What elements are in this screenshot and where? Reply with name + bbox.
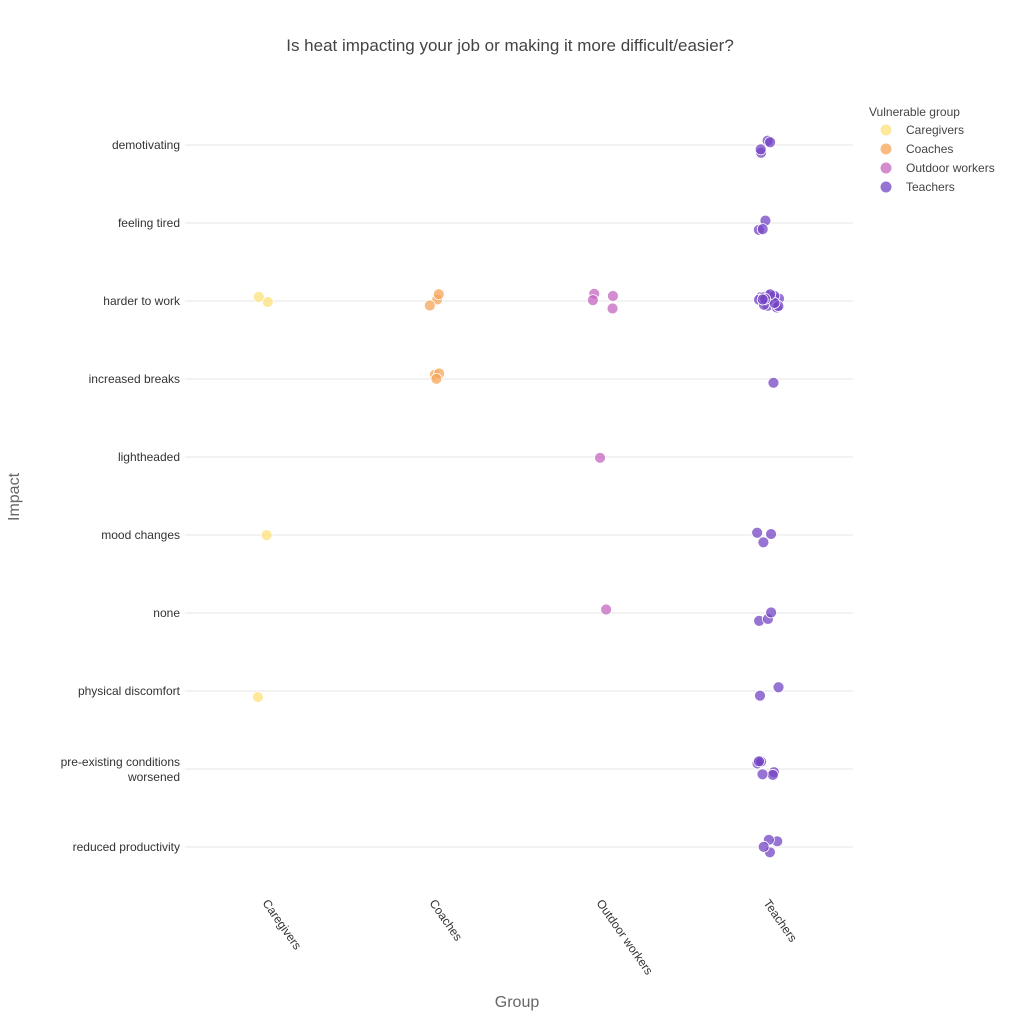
series-coaches bbox=[423, 288, 446, 385]
chart-title: Is heat impacting your job or making it … bbox=[286, 36, 734, 55]
data-point bbox=[756, 223, 769, 236]
legend-marker bbox=[880, 162, 892, 174]
data-point bbox=[754, 689, 766, 702]
data-point bbox=[765, 528, 777, 540]
data-point bbox=[751, 526, 764, 539]
data-point bbox=[767, 376, 780, 389]
x-axis-title: Group bbox=[495, 994, 540, 1011]
x-tick-label: Outdoor workers bbox=[594, 897, 656, 978]
data-point bbox=[594, 451, 606, 464]
y-axis-title: Impact bbox=[6, 472, 23, 521]
y-tick-label: none bbox=[153, 606, 180, 620]
gridlines bbox=[185, 144, 853, 848]
legend-item[interactable]: Outdoor workers bbox=[906, 161, 995, 175]
data-point bbox=[261, 296, 274, 308]
legend-item[interactable]: Coaches bbox=[906, 142, 953, 156]
legend: Vulnerable group Caregivers Coaches Outdoo… bbox=[869, 105, 995, 194]
data-point bbox=[754, 143, 767, 156]
y-tick-label: harder to work bbox=[103, 294, 181, 308]
y-tick-label: physical discomfort bbox=[78, 684, 181, 698]
data-point bbox=[430, 372, 443, 385]
data-point bbox=[260, 529, 273, 542]
legend-item[interactable]: Teachers bbox=[906, 180, 955, 194]
y-tick-label: mood changes bbox=[101, 528, 180, 542]
series-outdoor-workers bbox=[586, 287, 619, 616]
legend-item[interactable]: Caregivers bbox=[906, 123, 964, 137]
data-point bbox=[607, 290, 619, 302]
data-point bbox=[756, 768, 769, 781]
legend-title: Vulnerable group bbox=[869, 105, 960, 119]
data-point bbox=[765, 606, 777, 619]
y-tick-label: increased breaks bbox=[89, 372, 180, 386]
data-point bbox=[772, 681, 785, 694]
legend-marker bbox=[880, 124, 892, 136]
data-point bbox=[432, 288, 445, 301]
data-point bbox=[252, 291, 265, 303]
legend-marker bbox=[880, 181, 892, 193]
y-tick-label: demotivating bbox=[112, 138, 180, 152]
data-point bbox=[423, 299, 436, 312]
x-tick-labels: Caregivers Coaches Outdoor workers Teachers bbox=[260, 897, 800, 978]
x-tick-label: Coaches bbox=[427, 897, 466, 944]
data-point bbox=[251, 691, 264, 703]
data-point bbox=[753, 755, 765, 768]
series-teachers bbox=[751, 134, 785, 859]
y-tick-label: feeling tired bbox=[118, 216, 180, 230]
x-tick-label: Caregivers bbox=[260, 897, 305, 953]
data-point bbox=[756, 293, 769, 306]
data-points bbox=[251, 134, 785, 859]
data-point bbox=[764, 136, 777, 149]
series-caregivers bbox=[251, 291, 274, 703]
y-tick-labels: demotivating feeling tired harder to work i… bbox=[61, 138, 181, 854]
y-tick-label: lightheaded bbox=[118, 450, 180, 464]
data-point bbox=[766, 769, 779, 781]
data-point bbox=[606, 302, 619, 315]
data-point bbox=[757, 536, 770, 549]
x-tick-label: Teachers bbox=[761, 897, 800, 945]
legend-marker bbox=[880, 143, 892, 155]
y-tick-label: pre-existing conditions worsened bbox=[61, 755, 180, 784]
y-tick-label: reduced productivity bbox=[73, 840, 180, 854]
data-point bbox=[586, 294, 599, 307]
data-point bbox=[600, 603, 613, 616]
data-point bbox=[757, 840, 770, 853]
